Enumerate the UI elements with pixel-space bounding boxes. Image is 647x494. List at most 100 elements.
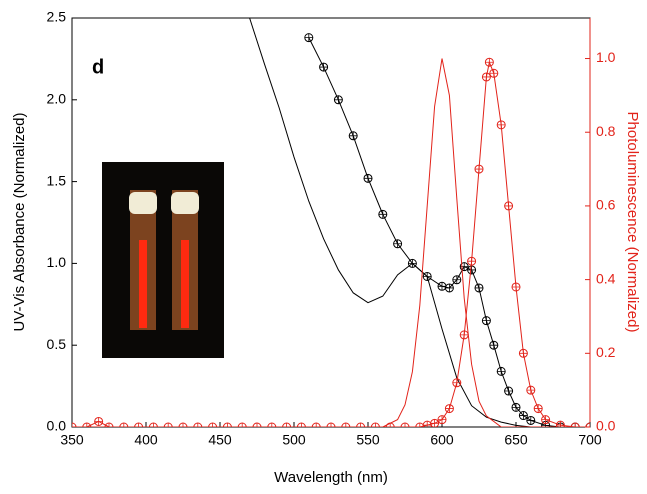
data-point [452, 378, 462, 388]
marker-cross [489, 341, 498, 350]
marker-cross [149, 423, 158, 427]
x-tick-label: 450 [208, 432, 232, 448]
marker-cross [526, 386, 535, 395]
data-point [208, 422, 218, 427]
data-point [518, 348, 528, 358]
x-tick-label: 700 [578, 432, 602, 448]
marker-cross [556, 421, 565, 427]
y-tick-label: 1.5 [47, 172, 67, 188]
y2-tick-label: 0.0 [596, 418, 616, 434]
data-point [585, 422, 590, 427]
data-point [504, 201, 514, 211]
annotation: d [92, 56, 104, 78]
marker-cross [105, 423, 113, 427]
x-tick-label: 550 [356, 432, 380, 448]
data-point [511, 402, 521, 412]
data-point [178, 422, 188, 427]
marker-cross [82, 423, 91, 427]
y-tick-label: 2.5 [47, 9, 67, 25]
data-point [541, 415, 551, 425]
marker-cross [482, 316, 491, 325]
data-point [467, 256, 477, 266]
data-point [267, 422, 277, 427]
marker-cross [475, 165, 483, 174]
marker-cross [253, 423, 261, 427]
marker-cross [534, 404, 543, 413]
data-point [489, 68, 499, 78]
marker-cross [497, 120, 506, 129]
marker-cross [371, 423, 380, 427]
data-point [363, 173, 373, 183]
marker-cross [193, 423, 202, 427]
y2-tick-label: 0.2 [596, 344, 616, 360]
data-point [437, 281, 447, 291]
y2-axis-title: Photoluminescence (Normalized) [624, 112, 641, 333]
marker-cross [334, 95, 343, 104]
data-point [511, 282, 521, 292]
plot-area [72, 18, 590, 427]
marker-cross [504, 387, 513, 396]
y2-tick-label: 0.4 [596, 270, 616, 286]
data-point [193, 422, 203, 427]
data-point [504, 386, 514, 396]
marker-cross [341, 423, 350, 427]
data-point [496, 120, 506, 130]
data-point [370, 422, 380, 427]
series-line [72, 60, 590, 427]
data-point [148, 422, 158, 427]
data-point [474, 164, 484, 174]
marker-cross [467, 265, 476, 274]
marker-cross [445, 404, 454, 413]
marker-cross [408, 259, 417, 268]
data-point [452, 275, 462, 285]
marker-cross [504, 201, 513, 210]
y2-tick-label: 0.6 [596, 197, 616, 213]
marker-cross [208, 423, 217, 427]
marker-cross [223, 423, 232, 427]
marker-cross [401, 423, 409, 427]
marker-cross [519, 349, 528, 358]
data-point [82, 422, 92, 427]
marker-cross [364, 174, 372, 183]
data-point [496, 366, 506, 376]
marker-cross [438, 282, 446, 291]
marker-cross [541, 415, 550, 424]
data-point [526, 415, 536, 425]
marker-cross [571, 423, 580, 427]
marker-cross [349, 131, 358, 140]
marker-cross [378, 210, 387, 219]
data-point [222, 422, 232, 427]
data-point [437, 415, 447, 425]
data-point [422, 271, 432, 281]
data-point [378, 209, 388, 219]
marker-cross [119, 423, 128, 427]
data-point [252, 422, 262, 427]
x-tick-label: 500 [282, 432, 306, 448]
data-point [311, 422, 321, 427]
marker-cross [319, 63, 328, 72]
data-point [319, 62, 329, 72]
series-line [72, 58, 590, 427]
y-tick-label: 1.0 [47, 254, 67, 270]
marker-cross [423, 421, 432, 427]
data-point [385, 422, 395, 427]
marker-cross [312, 423, 321, 427]
y-tick-label: 2.0 [47, 91, 67, 107]
marker-cross [282, 423, 291, 427]
data-point [444, 404, 454, 414]
data-point [163, 422, 173, 427]
data-point [333, 95, 343, 105]
data-point [348, 131, 358, 141]
data-point [570, 422, 580, 427]
marker-cross [393, 239, 402, 248]
data-point [72, 422, 77, 427]
marker-cross [482, 72, 491, 81]
marker-cross [519, 411, 528, 420]
data-point [555, 420, 565, 427]
marker-cross [467, 257, 476, 266]
marker-cross [297, 423, 306, 427]
marker-cross [423, 272, 432, 281]
marker-cross [356, 423, 365, 427]
marker-cross [415, 423, 424, 427]
